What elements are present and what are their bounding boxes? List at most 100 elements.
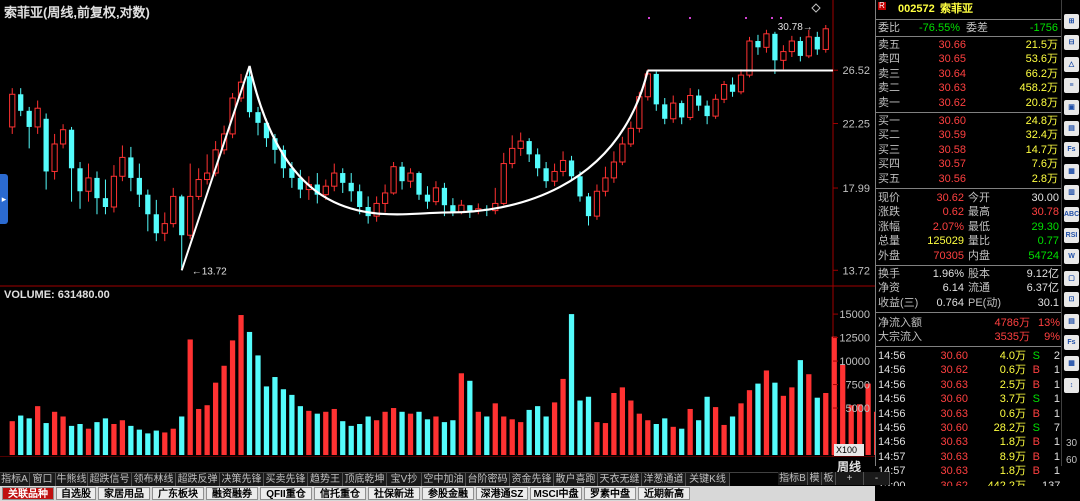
period-number[interactable]: 30 <box>1065 438 1078 449</box>
candle-body <box>77 168 83 192</box>
toolbar-icon[interactable]: Fs <box>1064 142 1079 158</box>
ask-price: 30.65 <box>938 53 966 66</box>
stat-label: 总量 <box>878 235 900 248</box>
stat2-row: 净资 6.14 流通 6.37亿 <box>876 281 1062 296</box>
indicator-tab[interactable]: 买卖先锋 <box>264 473 308 486</box>
toolbar-icon[interactable]: ≡ <box>1064 78 1079 94</box>
candle <box>797 36 803 62</box>
volume-bar <box>670 426 676 455</box>
left-expand-handle[interactable]: ▸ <box>0 174 8 224</box>
sector-tab[interactable]: 社保新进 <box>368 487 420 500</box>
mode-tab[interactable]: - <box>864 472 890 485</box>
signal-marker <box>771 17 773 19</box>
tick-count: 7 <box>1053 422 1060 434</box>
toolbar-icon[interactable]: ▣ <box>1064 99 1079 115</box>
mode-tab[interactable]: 板 <box>822 472 836 485</box>
toolbar-icon[interactable]: △ <box>1064 56 1079 72</box>
indicator-tab[interactable]: 天衣无缝 <box>598 473 642 486</box>
mode-tab[interactable]: + <box>836 472 864 485</box>
tick-row: 14:56 30.62 0.6万 B 1 <box>876 363 1062 378</box>
toolbar-icon[interactable]: ▤ <box>1064 121 1079 136</box>
tick-side: S <box>1032 350 1040 362</box>
toolbar-icon[interactable]: ↕ <box>1064 377 1079 393</box>
toolbar-icon[interactable]: ▦ <box>1064 356 1079 372</box>
right-toolbar: ⊞ ⊟ △ ≡ ▣ ▤ Fs ▦ ▥ ABC RSI W ▢ ⊡ ▤ Fs ▦ ↕ 30 60 <box>1061 0 1080 466</box>
candle <box>77 162 83 209</box>
stat-value: 1.96% <box>932 268 964 280</box>
sector-tab[interactable]: 家居用品 <box>98 487 150 500</box>
sector-tab[interactable]: 参股金融 <box>422 487 474 500</box>
period-number[interactable]: 60 <box>1065 455 1078 466</box>
indicator-tab[interactable]: 领布林线 <box>132 473 176 486</box>
indicator-tab[interactable]: 宝V抄底 <box>387 473 422 498</box>
toolbar-icon[interactable]: W <box>1064 249 1079 265</box>
indicator-tab[interactable]: 决策先锋 <box>220 473 264 486</box>
sector-tab[interactable]: 融资融券 <box>206 487 258 500</box>
toolbar-icon[interactable]: Fs <box>1064 335 1079 350</box>
indicator-tab[interactable]: 窗口 <box>30 473 56 486</box>
indicator-tab[interactable]: 关键K线 <box>686 473 730 486</box>
indicator-tab[interactable]: 空中加油 <box>422 473 466 486</box>
toolbar-icon[interactable]: ▥ <box>1064 185 1079 201</box>
mode-tab[interactable]: 指标B <box>778 472 808 485</box>
indicator-tab[interactable]: 超跌反弹 <box>176 473 220 486</box>
ask-label: 卖二 <box>878 82 900 95</box>
toolbar-icon[interactable]: ▢ <box>1064 270 1079 286</box>
kline-chart-area[interactable]: 13.72 17.99 22.25 26.52 ←13.72 30.78→ 5000 75… <box>0 0 875 457</box>
toolbar-icon[interactable]: ⊡ <box>1064 292 1079 308</box>
indicator-tab[interactable]: 顶底乾坤 <box>343 473 387 486</box>
indicator-tab[interactable]: 台阶密码 <box>466 473 510 486</box>
mode-tab[interactable]: 模 <box>808 472 822 485</box>
sector-tab-active[interactable]: 关联品种 <box>2 487 54 500</box>
tick-price: 30.60 <box>940 422 968 434</box>
period-label[interactable]: 周线 <box>837 460 862 474</box>
indicator-tab[interactable]: 牛熊线 <box>56 473 88 486</box>
indicator-tab[interactable]: 资金先锋 <box>510 473 554 486</box>
volume-bar <box>467 380 473 455</box>
candle <box>187 163 194 240</box>
indicator-tab[interactable]: 超跌信号 <box>88 473 132 486</box>
volume-bar <box>814 397 820 455</box>
indicator-tab[interactable]: 指标A <box>0 473 30 486</box>
tick-count: 1 <box>1053 465 1060 478</box>
candle <box>34 100 41 134</box>
sector-tab[interactable]: 罗素中盘 <box>584 487 636 500</box>
volume-bar <box>145 433 151 455</box>
candle <box>687 88 694 121</box>
tick-price: 30.63 <box>940 378 968 391</box>
candle <box>85 163 92 202</box>
candle-body <box>602 177 609 192</box>
volume-bar <box>840 364 846 455</box>
divider <box>876 36 1062 37</box>
toolbar-icon[interactable]: ⊟ <box>1064 35 1079 51</box>
candle-body <box>712 98 719 117</box>
tick-volume: 3.7万 <box>999 393 1026 406</box>
tick-volume: 1.8万 <box>999 436 1026 449</box>
candle <box>390 162 397 195</box>
toolbar-icon[interactable]: ⊞ <box>1064 14 1079 29</box>
toolbar-icon[interactable]: ▦ <box>1064 163 1079 179</box>
sector-tab[interactable]: 近期新高 <box>638 487 690 500</box>
sector-tab[interactable]: 自选股 <box>56 487 96 500</box>
volume-tick-label: 5000 <box>846 403 870 415</box>
bid-price: 30.56 <box>938 172 966 185</box>
tick-row: 14:56 30.63 2.5万 B 1 <box>876 378 1062 393</box>
sector-tab[interactable]: QFII重仓 <box>260 487 312 500</box>
toolbar-icon[interactable]: ▤ <box>1064 313 1079 329</box>
toolbar-icon[interactable]: RSI <box>1064 228 1079 243</box>
sector-tab[interactable]: 深港通SZ <box>476 487 528 500</box>
volume-bar <box>238 315 244 455</box>
sector-tab[interactable]: 广东板块 <box>152 487 204 500</box>
candle <box>331 163 338 192</box>
flow-value: 3535万 <box>994 331 1030 344</box>
volume-bar <box>331 408 337 455</box>
indicator-tab[interactable]: 洋葱通道 <box>642 473 686 486</box>
indicator-tab[interactable]: 趋势王 <box>308 473 343 486</box>
volume-bar <box>221 365 227 455</box>
sector-tab[interactable]: MSCI中盘 <box>530 487 582 500</box>
toolbar-icon[interactable]: ABC <box>1064 206 1079 222</box>
indicator-tab[interactable]: 散户喜跑 <box>554 473 598 486</box>
candle-body <box>373 202 380 217</box>
ask-label: 卖一 <box>878 96 900 109</box>
sector-tab[interactable]: 信托重仓 <box>314 487 366 500</box>
